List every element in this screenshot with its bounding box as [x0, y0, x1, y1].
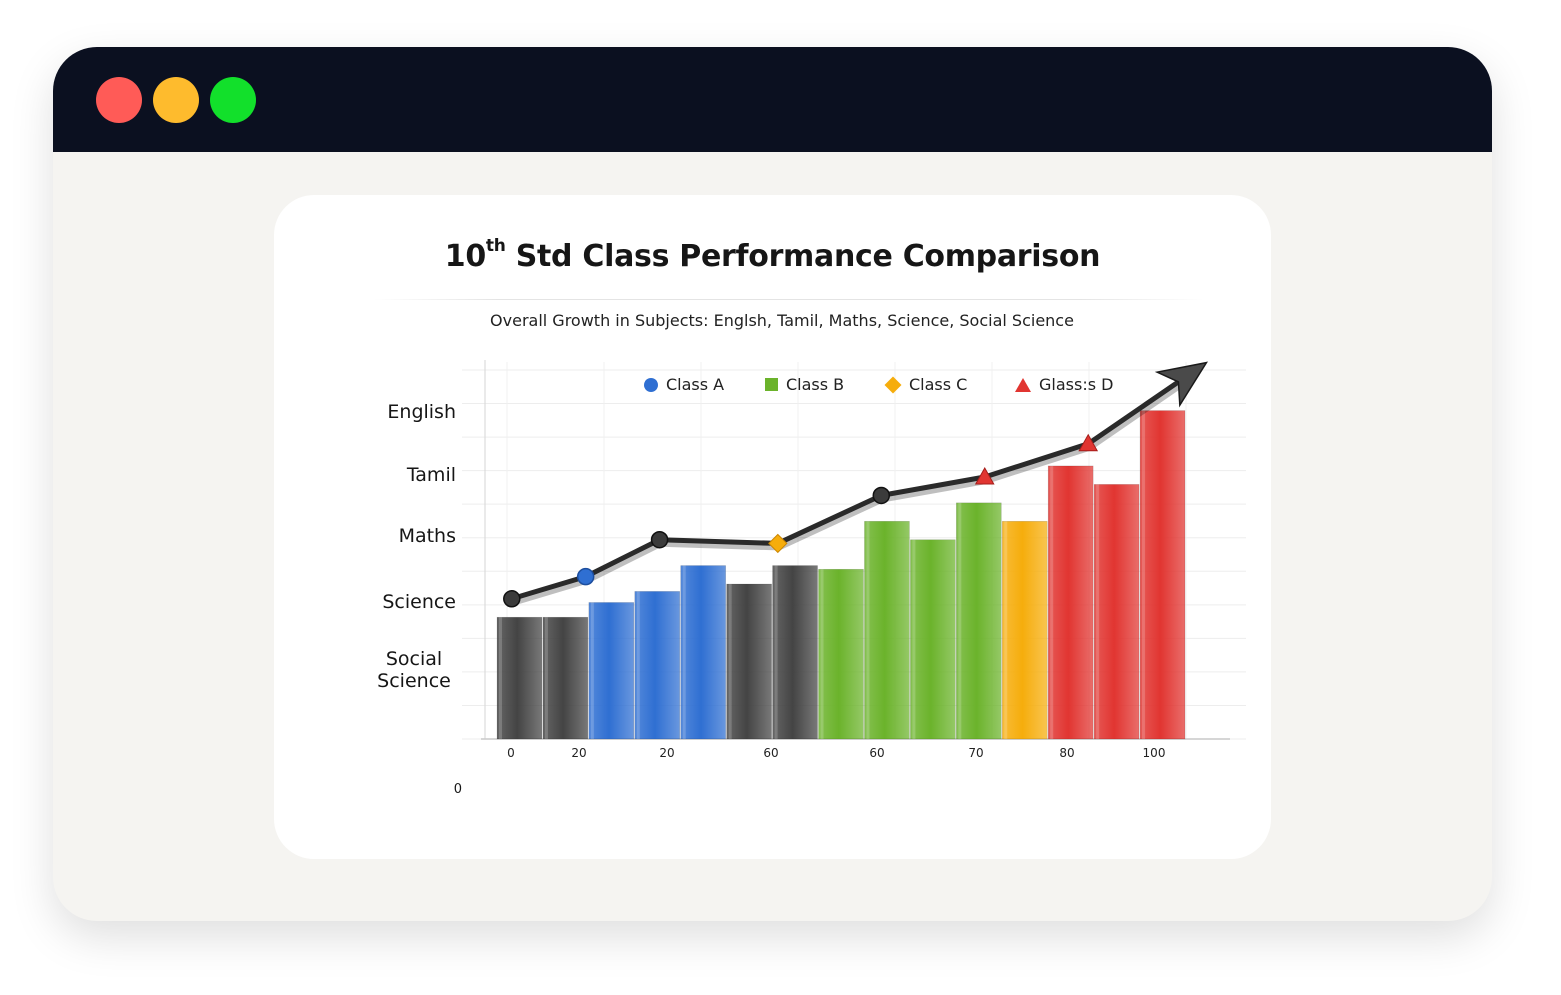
x-tick-label: 20 — [659, 746, 674, 760]
title-divider — [374, 299, 1204, 300]
legend-item-class-b[interactable]: Class B — [765, 374, 844, 394]
trend-marker — [768, 533, 788, 554]
trend-marker — [872, 486, 891, 505]
bar — [1001, 520, 1048, 740]
legend-item-class-a[interactable]: Class A — [644, 374, 724, 394]
bar-highlight — [820, 569, 824, 739]
y-tick-label-tamil: Tamil — [406, 464, 456, 486]
bar-highlight — [1142, 410, 1146, 739]
bar — [588, 602, 635, 740]
trend-marker — [1078, 433, 1099, 452]
browser-window: 0 20 20 60 60 70 80 100 10th Std Class Performa… — [53, 47, 1492, 921]
legend-label: Class B — [786, 375, 845, 394]
bar — [772, 565, 818, 740]
chart-card: 0 20 20 60 60 70 80 100 10th Std Class Performa… — [274, 195, 1271, 859]
x-tick-labels: 0 20 20 60 60 70 80 100 — [507, 746, 1165, 760]
bar — [818, 568, 864, 740]
bar-highlight — [774, 565, 778, 739]
x-tick-label: 60 — [763, 746, 778, 760]
y-tick-label-social-science-text: Social Science — [377, 648, 451, 692]
chart-title: 10th Std Class Performance Comparison — [274, 236, 1271, 274]
minimize-button[interactable] — [153, 77, 199, 123]
bar-highlight — [1050, 465, 1054, 739]
legend-circle-icon — [644, 377, 658, 392]
legend-square-icon — [765, 378, 778, 391]
bar — [680, 565, 726, 740]
trend-marker — [650, 530, 669, 549]
bar — [542, 616, 589, 740]
x-tick-label: 70 — [968, 746, 983, 760]
trend-line-shadow — [511, 377, 1189, 606]
chart-subtitle: Overall Growth in Subjects: Englsh, Tami… — [490, 311, 1074, 330]
bar — [864, 520, 910, 740]
bar-highlight — [1096, 484, 1100, 739]
bar — [910, 539, 956, 740]
bar — [496, 616, 543, 740]
x-tick-label: 60 — [869, 746, 884, 760]
legend-triangle-icon — [1015, 377, 1031, 392]
trend-arrow-head — [1154, 361, 1208, 408]
chart-plot: 0 20 20 60 60 70 80 100 — [462, 360, 1246, 760]
chart-title-text: Std Class Performance Comparison — [505, 239, 1101, 274]
y-tick-label-social-science: Social Science — [286, 648, 460, 692]
legend-label: Glass:s D — [1039, 375, 1114, 394]
trend-line — [509, 374, 1188, 602]
bar-highlight — [499, 617, 502, 739]
title-bar — [53, 47, 1492, 152]
legend-item-class-c[interactable]: Class C — [884, 374, 968, 394]
x-tick-label: 20 — [571, 746, 586, 760]
chart-title-superscript: th — [485, 236, 506, 256]
y-tick-label-science: Science — [382, 591, 456, 613]
close-button[interactable] — [96, 77, 142, 123]
bar-highlight — [728, 584, 732, 739]
trend-marker — [576, 567, 595, 586]
legend-label: Class A — [666, 375, 725, 394]
bar — [1093, 484, 1140, 740]
y-tick-label-maths: Maths — [398, 525, 456, 547]
bar-highlight — [866, 521, 870, 739]
y-tick-label-english: English — [387, 401, 456, 423]
x-tick-label: 80 — [1059, 746, 1074, 760]
trend-marker — [974, 466, 995, 485]
trend-marker — [503, 590, 521, 608]
bar-highlight — [1004, 521, 1008, 739]
bar-highlight — [682, 565, 686, 739]
bar-highlight — [636, 591, 640, 739]
bar — [1139, 410, 1186, 740]
x-tick-label: 0 — [507, 746, 515, 760]
bar-highlight — [958, 502, 962, 739]
legend-diamond-icon — [884, 376, 902, 393]
bar-highlight — [544, 617, 548, 739]
legend-item-class-d[interactable]: Glass:s D — [1015, 374, 1113, 394]
bar — [634, 591, 681, 740]
bar — [956, 502, 1002, 740]
y-tick-label-zero: 0 — [453, 782, 462, 797]
bar-highlight — [912, 539, 916, 739]
bar — [726, 583, 772, 740]
bar — [1047, 465, 1094, 740]
maximize-button[interactable] — [210, 77, 256, 123]
chart-title-number: 10 — [444, 239, 486, 274]
bar-highlight — [590, 602, 594, 739]
x-tick-label: 100 — [1143, 746, 1166, 760]
legend-label: Class C — [909, 375, 968, 394]
bar-group — [496, 410, 1186, 740]
